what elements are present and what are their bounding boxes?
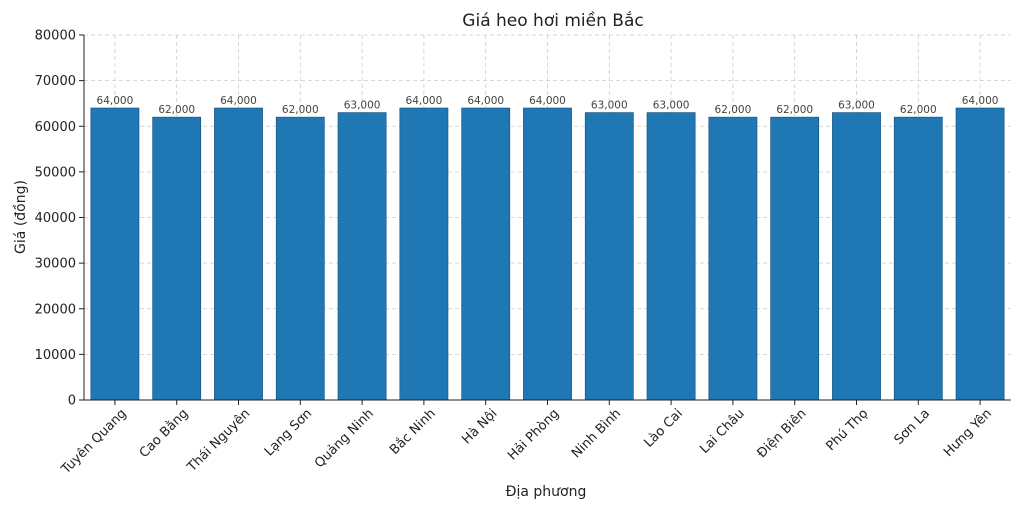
x-tick-label: Cao Bằng bbox=[137, 406, 192, 461]
y-tick-label: 30000 bbox=[35, 257, 76, 272]
bar-value-label: 63,000 bbox=[591, 100, 628, 112]
x-tick-label: Phú Thọ bbox=[824, 406, 872, 454]
x-tick-label: Lai Châu bbox=[697, 406, 748, 457]
y-tick-label: 80000 bbox=[35, 29, 76, 44]
x-tick-label: Sơn La bbox=[892, 406, 934, 448]
bar bbox=[955, 107, 1005, 401]
bar-value-label: 64,000 bbox=[406, 95, 443, 107]
chart-title: Giá heo hơi miền Bắc bbox=[462, 10, 643, 31]
bar bbox=[214, 107, 263, 401]
bar-value-label: 63,000 bbox=[344, 100, 381, 112]
y-axis-label: Giá (đồng) bbox=[12, 180, 29, 254]
bars bbox=[90, 107, 1005, 401]
y-tick-label: 0 bbox=[68, 394, 76, 409]
bar bbox=[275, 116, 325, 401]
y-tick-label: 20000 bbox=[35, 302, 76, 317]
bar-value-label: 64,000 bbox=[220, 95, 257, 107]
bar bbox=[337, 112, 387, 401]
x-axis-label: Địa phương bbox=[506, 484, 587, 500]
x-tick-label: Lạng Sơn bbox=[262, 406, 315, 459]
bar-value-label: 62,000 bbox=[282, 104, 319, 116]
x-tick-label: Hải Phòng bbox=[505, 406, 562, 463]
bar-value-label: 63,000 bbox=[838, 100, 875, 112]
x-tick-label: Hưng Yên bbox=[941, 406, 995, 460]
bar-value-label: 62,000 bbox=[715, 104, 752, 116]
x-tick-label: Tuyên Quang bbox=[58, 406, 130, 478]
bar-value-label: 64,000 bbox=[467, 95, 504, 107]
x-tick-label: Bắc Ninh bbox=[387, 406, 439, 458]
x-tick-label: Điện Biên bbox=[754, 406, 809, 461]
bar-value-label: 62,000 bbox=[158, 104, 195, 116]
bar bbox=[708, 116, 758, 401]
bar-value-label: 63,000 bbox=[653, 100, 690, 112]
y-tick-label: 40000 bbox=[35, 211, 76, 226]
y-tick-label: 70000 bbox=[35, 74, 76, 89]
x-tick-label: Hà Nội bbox=[459, 406, 500, 447]
x-tick-label: Thái Nguyên bbox=[184, 406, 253, 475]
bar-value-label: 64,000 bbox=[529, 95, 566, 107]
bar bbox=[832, 112, 881, 401]
x-tick-label: Ninh Bình bbox=[569, 406, 624, 461]
bar-value-label: 62,000 bbox=[900, 104, 937, 116]
bar bbox=[770, 116, 820, 401]
bar bbox=[90, 107, 140, 401]
data-labels: 64,000 62,000 64,000 62,000 63,000 64,000 64,0… bbox=[97, 95, 999, 116]
bar bbox=[399, 107, 449, 401]
bar-value-label: 62,000 bbox=[776, 104, 813, 116]
bar bbox=[584, 112, 634, 401]
bar-value-label: 64,000 bbox=[962, 95, 999, 107]
bar-value-label: 64,000 bbox=[97, 95, 134, 107]
bar bbox=[152, 116, 202, 401]
bar bbox=[646, 112, 696, 401]
bar bbox=[461, 107, 511, 401]
y-tick-label: 50000 bbox=[35, 165, 76, 180]
bar bbox=[893, 116, 943, 401]
x-tick-label: Quảng Ninh bbox=[312, 406, 377, 471]
y-tick-label: 10000 bbox=[35, 348, 76, 363]
x-tick-label: Lào Cai bbox=[641, 406, 686, 451]
y-tick-label: 60000 bbox=[35, 120, 76, 135]
bar bbox=[523, 107, 572, 401]
